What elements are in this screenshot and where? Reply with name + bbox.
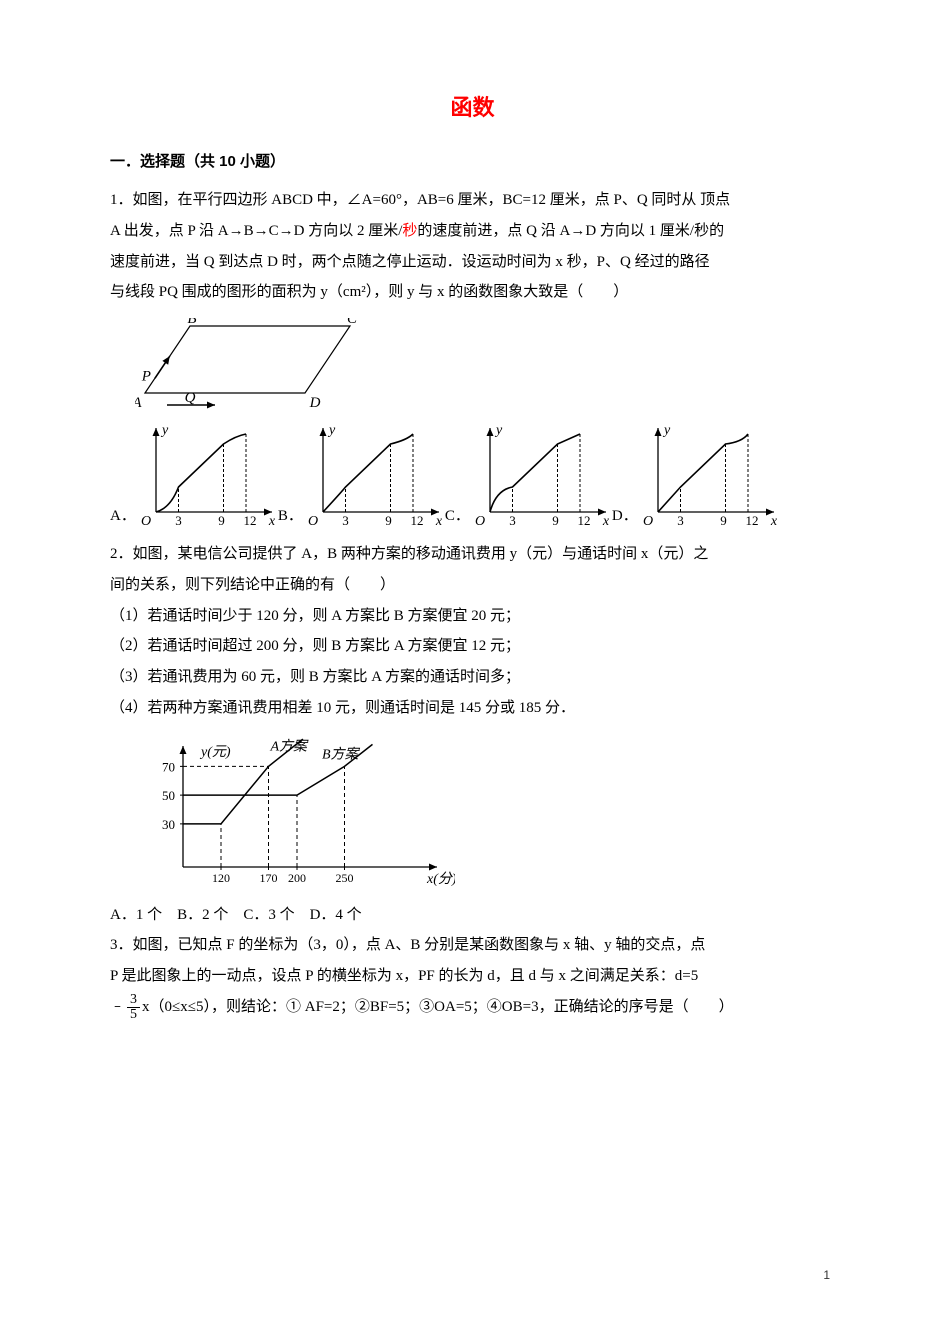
svg-text:y: y — [494, 424, 503, 438]
svg-text:P: P — [141, 368, 151, 384]
svg-text:9: 9 — [218, 513, 225, 528]
svg-text:12: 12 — [243, 513, 256, 528]
q1-line2a: A 出发，点 P 沿 A→B→C→D 方向以 2 厘米/ — [110, 223, 402, 239]
doc-title: 函数 — [110, 90, 835, 122]
svg-text:30: 30 — [162, 816, 175, 831]
q1-line2-red: 秒 — [402, 223, 417, 239]
q1-parallelogram: A B C D P Q — [135, 318, 835, 418]
q1-options: A． Oy x 3 9 12 B． Oy x 3 9 12 C． Oy x 3 9 12 D． Oy x 3… — [110, 424, 835, 529]
svg-text:120: 120 — [212, 871, 230, 885]
svg-text:12: 12 — [745, 513, 758, 528]
svg-text:x(分): x(分) — [426, 871, 455, 887]
svg-text:x: x — [268, 514, 276, 529]
svg-text:y: y — [160, 424, 169, 438]
q3-line3a: ﹣ — [110, 998, 125, 1014]
q2-line1: 2．如图，某电信公司提供了 A，B 两种方案的移动通讯费用 y（元）与通话时间 … — [110, 539, 835, 570]
q3-frac-num: 3 — [127, 993, 140, 1008]
page: 函数 一．选择题（共 10 小题） 1．如图，在平行四边形 ABCD 中，∠A=… — [0, 0, 945, 1337]
svg-text:3: 3 — [175, 513, 182, 528]
svg-text:x: x — [602, 514, 610, 529]
svg-text:y: y — [662, 424, 671, 438]
svg-text:250: 250 — [336, 871, 354, 885]
q3-frac-den: 5 — [127, 1008, 140, 1022]
svg-text:3: 3 — [342, 513, 349, 528]
svg-text:3: 3 — [509, 513, 516, 528]
svg-text:y: y — [327, 424, 336, 438]
svg-text:170: 170 — [260, 871, 278, 885]
svg-text:12: 12 — [410, 513, 423, 528]
svg-text:9: 9 — [552, 513, 559, 528]
svg-text:50: 50 — [162, 788, 175, 803]
svg-text:O: O — [141, 514, 151, 529]
q1-line3: 速度前进，当 Q 到达点 D 时，两个点随之停止运动．设运动时间为 x 秒，P、… — [110, 247, 835, 278]
q1-opt-d-label: D． — [612, 504, 638, 529]
svg-text:A方案: A方案 — [270, 738, 310, 754]
q1-line2b: 的速度前进，点 Q 沿 A→D 方向以 1 厘米/秒的 — [417, 223, 724, 239]
q2-s1: （1）若通话时间少于 120 分，则 A 方案比 B 方案便宜 20 元； — [110, 601, 835, 632]
svg-text:O: O — [643, 514, 653, 529]
section-heading: 一．选择题（共 10 小题） — [110, 150, 835, 171]
q2-s4: （4）若两种方案通讯费用相差 10 元，则通话时间是 145 分或 185 分． — [110, 693, 835, 724]
q1-opt-c-label: C． — [445, 504, 470, 529]
q3-line2: P 是此图象上的一动点，设点 P 的横坐标为 x，PF 的长为 d，且 d 与 … — [110, 961, 835, 992]
q3-line3b: x（0≤x≤5），则结论：① AF=2；②BF=5；③OA=5；④OB=3，正确… — [142, 999, 734, 1015]
svg-text:70: 70 — [162, 759, 175, 774]
q3-fraction: 35 — [127, 993, 140, 1022]
svg-text:9: 9 — [385, 513, 392, 528]
q1-opt-a: A． Oy x 3 9 12 — [110, 424, 278, 529]
q1-opt-b-label: B． — [278, 504, 303, 529]
svg-text:B: B — [187, 318, 196, 327]
svg-text:A: A — [135, 395, 142, 411]
q1-opt-d: D． Oy x 3 9 12 — [612, 424, 780, 529]
page-number: 1 — [823, 1268, 830, 1282]
svg-text:O: O — [475, 514, 485, 529]
q1-opt-c: C． Oy x 3 9 12 — [445, 424, 612, 529]
svg-text:12: 12 — [577, 513, 590, 528]
svg-text:x: x — [770, 514, 778, 529]
q3-line3: ﹣35x（0≤x≤5），则结论：① AF=2；②BF=5；③OA=5；④OB=3… — [110, 992, 835, 1023]
svg-text:Q: Q — [185, 390, 196, 406]
svg-text:x: x — [435, 514, 443, 529]
q1-line4: 与线段 PQ 围成的图形的面积为 y（cm²），则 y 与 x 的函数图象大致是… — [110, 277, 835, 308]
svg-text:C: C — [347, 318, 358, 327]
q1-opt-b: B． Oy x 3 9 12 — [278, 424, 445, 529]
q2-chart: y(元) x(分) 30 50 70 120 170 200 250 A方案 B方案 — [135, 732, 835, 892]
q1-line1: 1．如图，在平行四边形 ABCD 中，∠A=60°，AB=6 厘米，BC=12 … — [110, 185, 835, 216]
svg-text:200: 200 — [288, 871, 306, 885]
q1-opt-a-label: A． — [110, 504, 136, 529]
svg-text:B方案: B方案 — [322, 746, 361, 762]
q3-line1: 3．如图，已知点 F 的坐标为（3，0），点 A、B 分别是某函数图象与 x 轴… — [110, 930, 835, 961]
svg-text:9: 9 — [720, 513, 727, 528]
q2-s3: （3）若通讯费用为 60 元，则 B 方案比 A 方案的通话时间多； — [110, 662, 835, 693]
svg-text:y(元): y(元) — [199, 745, 231, 760]
q2-opts: A．1 个 B．2 个 C．3 个 D．4 个 — [110, 900, 835, 931]
svg-text:O: O — [308, 514, 318, 529]
q2-line2: 间的关系，则下列结论中正确的有（ ） — [110, 570, 835, 601]
q2-s2: （2）若通话时间超过 200 分，则 B 方案比 A 方案便宜 12 元； — [110, 631, 835, 662]
svg-text:3: 3 — [677, 513, 684, 528]
svg-text:D: D — [309, 395, 321, 411]
q1-line2: A 出发，点 P 沿 A→B→C→D 方向以 2 厘米/秒的速度前进，点 Q 沿… — [110, 216, 835, 247]
